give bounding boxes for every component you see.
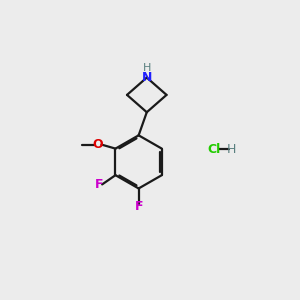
Text: H: H <box>227 143 236 156</box>
Text: F: F <box>134 200 143 213</box>
Text: O: O <box>93 138 103 151</box>
Text: Cl: Cl <box>208 143 221 156</box>
Text: H: H <box>142 63 151 73</box>
Text: F: F <box>95 178 103 191</box>
Text: N: N <box>142 71 152 84</box>
